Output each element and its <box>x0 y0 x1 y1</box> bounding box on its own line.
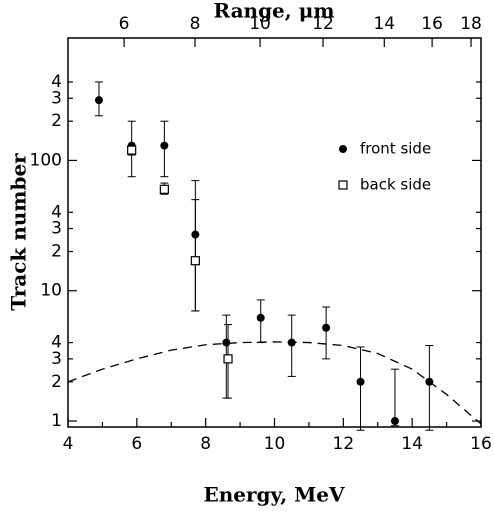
y-tick-label: 4 <box>51 202 62 222</box>
y-tick-label: 100 <box>30 150 62 170</box>
data-point <box>322 323 331 332</box>
x-tick-label: 12 <box>333 434 355 454</box>
data-point <box>356 377 365 386</box>
data-point <box>222 338 231 347</box>
y-tick-label: 1 <box>51 411 62 431</box>
y-tick-label: 2 <box>51 242 62 262</box>
x2-tick-label: 6 <box>119 14 130 34</box>
y-tick-label: 3 <box>51 88 62 108</box>
y-tick-label: 3 <box>51 349 62 369</box>
y-tick-label: 3 <box>51 219 62 239</box>
x-tick-label: 16 <box>470 434 492 454</box>
x2-axis-label: Range, μm <box>213 0 334 23</box>
plot-frame <box>67 37 482 428</box>
dashed-curve <box>67 341 482 425</box>
y-tick-label: 2 <box>51 111 62 131</box>
y-tick-label: 2 <box>51 372 62 392</box>
data-point <box>190 256 200 266</box>
x2-tick-label: 10 <box>249 14 271 34</box>
x2-tick-label: 12 <box>312 14 334 34</box>
data-point <box>159 184 169 194</box>
y-tick-label: 10 <box>40 281 62 301</box>
x-tick-label: 10 <box>264 434 286 454</box>
x-tick-label: 6 <box>131 434 142 454</box>
data-point <box>223 354 233 364</box>
data-point <box>390 417 399 426</box>
y-tick-label: 4 <box>51 333 62 353</box>
legend-label: front side <box>360 140 431 158</box>
data-point <box>256 313 265 322</box>
x2-tick-label: 8 <box>190 14 201 34</box>
y-tick-label: 4 <box>51 72 62 92</box>
legend-label: back side <box>360 176 431 194</box>
legend-marker <box>339 145 347 153</box>
x-tick-label: 8 <box>200 434 211 454</box>
legend-marker <box>338 180 348 190</box>
x2-tick-label: 16 <box>421 14 443 34</box>
x-tick-label: 14 <box>401 434 423 454</box>
x2-tick-label: 14 <box>373 14 395 34</box>
x-tick-label: 4 <box>63 434 74 454</box>
data-point <box>127 145 137 155</box>
data-point <box>94 96 103 105</box>
y-axis-label: Track number <box>7 153 31 311</box>
x-axis-label: Energy, MeV <box>203 483 345 507</box>
x2-tick-label: 18 <box>460 14 482 34</box>
data-point <box>160 141 169 150</box>
